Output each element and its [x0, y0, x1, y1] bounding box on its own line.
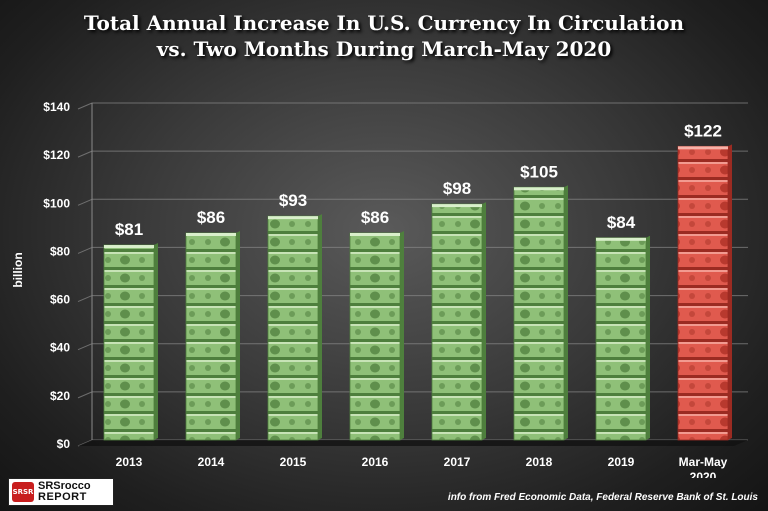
bar-side	[154, 243, 158, 440]
bar	[103, 244, 155, 441]
y-axis-label: billion	[11, 252, 25, 287]
data-label: $122	[684, 121, 722, 140]
data-label: $86	[197, 208, 225, 227]
gridline-depth	[77, 391, 93, 399]
gridline-depth	[77, 198, 93, 206]
srsrocco-logo: SRSR SRSrocco REPORT	[8, 478, 114, 506]
x-tick-label: 2015	[280, 455, 307, 469]
source-note: info from Fred Economic Data, Federal Re…	[447, 492, 758, 503]
logo-badge: SRSR	[12, 482, 34, 502]
bar-group	[267, 214, 322, 441]
logo-line2: REPORT	[38, 491, 87, 503]
x-tick-label: 2013	[116, 455, 143, 469]
y-tick-label: $60	[50, 293, 70, 307]
bar	[267, 215, 319, 441]
gridline-depth	[77, 102, 93, 110]
chart-floor	[78, 440, 748, 446]
bar-side	[236, 230, 240, 440]
data-label: $86	[361, 208, 389, 227]
bar-top	[432, 204, 482, 208]
bar-chart: $0 $20 $40 $60 $80 $100 $120 $140 billion 2013 201…	[11, 100, 748, 478]
bar-side	[482, 202, 486, 440]
y-tick-label: $120	[43, 148, 70, 162]
gridline-depth	[77, 295, 93, 303]
x-tick-label: 2016	[362, 455, 389, 469]
gridline-depth	[77, 150, 93, 158]
bar-side	[400, 230, 404, 440]
data-label: $81	[115, 220, 143, 239]
bars	[103, 144, 732, 441]
bar-group	[513, 185, 568, 441]
bar-group	[595, 235, 650, 441]
bar-top	[186, 232, 236, 236]
logo-text: SRSrocco REPORT	[38, 481, 91, 503]
bar-side	[318, 214, 322, 440]
bar	[513, 186, 565, 441]
chart-title-line2: vs. Two Months During March-May 2020	[156, 37, 612, 61]
y-tick-label: $140	[43, 100, 70, 114]
bar-group	[185, 230, 240, 441]
bar	[595, 237, 647, 441]
y-tick-label: $80	[50, 244, 70, 258]
bar-top	[268, 216, 318, 220]
x-tick-label: 2018	[526, 455, 553, 469]
bar-top	[596, 237, 646, 241]
data-labels: $81 $86 $93 $86 $98 $105 $84 $122	[115, 121, 722, 239]
bar-group	[103, 243, 158, 441]
x-tick-label: 2017	[444, 455, 471, 469]
x-tick-label: 2020	[690, 470, 717, 478]
bar	[349, 232, 401, 441]
data-label: $98	[443, 179, 471, 198]
axes: $0 $20 $40 $60 $80 $100 $120 $140 billion 2013 201…	[11, 100, 748, 478]
logo-line1: SRSrocco	[38, 480, 91, 492]
gridline-depth	[77, 246, 93, 254]
x-tick-label: 2019	[608, 455, 635, 469]
bar-group	[431, 202, 486, 441]
bar	[431, 203, 483, 441]
y-tick-label: $20	[50, 389, 70, 403]
bar	[677, 145, 729, 441]
y-tick-label: $40	[50, 341, 70, 355]
data-label: $105	[520, 162, 558, 181]
data-label: $84	[607, 213, 636, 232]
y-tick-label: $0	[57, 437, 71, 451]
bar-group	[677, 144, 732, 441]
chart-title: Total Annual Increase In U.S. Currency I…	[0, 10, 768, 62]
data-label: $93	[279, 191, 307, 210]
gridline-depth	[77, 343, 93, 351]
x-tick-label: 2014	[198, 455, 225, 469]
x-tick-label: Mar-May	[679, 455, 728, 469]
bar	[185, 232, 237, 441]
bar-top	[678, 146, 728, 150]
bar-top	[350, 232, 400, 236]
y-tick-label: $100	[43, 196, 70, 210]
bar-side	[646, 235, 650, 440]
bar-group	[349, 230, 404, 441]
chart-title-line1: Total Annual Increase In U.S. Currency I…	[83, 11, 685, 35]
bar-top	[514, 187, 564, 191]
bar-top	[104, 245, 154, 249]
bar-side	[564, 185, 568, 440]
bar-side	[728, 144, 732, 441]
